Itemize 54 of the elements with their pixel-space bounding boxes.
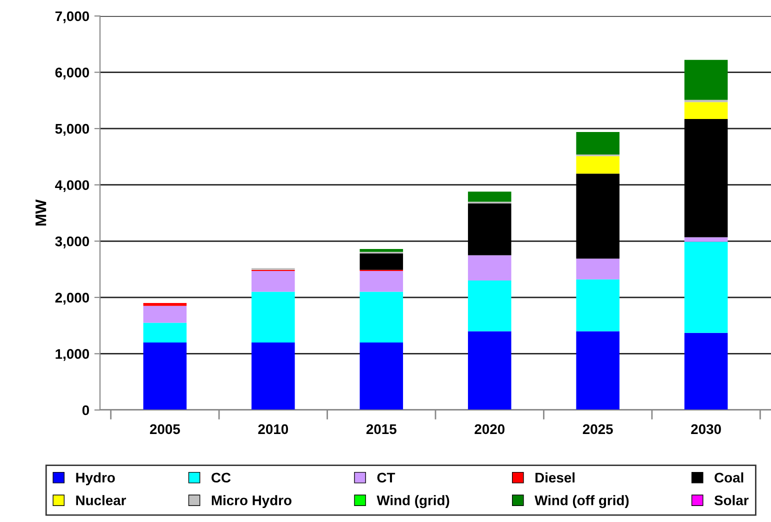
bar (252, 270, 295, 292)
bar (576, 331, 620, 410)
bar (468, 203, 512, 256)
y-tick-label: 2,000 (55, 292, 90, 305)
bar (468, 331, 512, 410)
bar (360, 292, 404, 342)
bar (684, 60, 728, 100)
x-tick-label: 2010 (258, 424, 288, 434)
legend-label: Diesel (536, 472, 575, 483)
bar (143, 342, 187, 410)
bar (468, 280, 512, 332)
legend-label: Wind (grid) (376, 495, 450, 508)
y-tick-label: 7,000 (55, 11, 90, 24)
legend-label: Solar (714, 495, 749, 506)
bar (143, 306, 187, 323)
x-tick-label: 2020 (474, 424, 504, 434)
y-tick-label: 3,000 (55, 236, 90, 248)
bar (576, 279, 620, 332)
bar (143, 303, 187, 306)
legend-label: Coal (714, 472, 744, 483)
bar (576, 258, 620, 280)
y-tick-label: 0 (82, 405, 90, 416)
y-tick-label: 5,000 (55, 124, 90, 136)
bar (360, 249, 404, 252)
bar (576, 174, 620, 259)
bar (684, 237, 728, 242)
bar (684, 242, 728, 333)
bar (360, 254, 404, 270)
bar (360, 342, 404, 410)
bar (143, 322, 187, 342)
bar (360, 270, 404, 292)
bar (684, 119, 728, 238)
x-tick-label: 2005 (150, 424, 180, 434)
y-axis-title: MW (36, 199, 46, 226)
x-tick-label: 2015 (366, 424, 396, 434)
bar (252, 342, 295, 410)
x-tick-label: 2030 (691, 424, 721, 434)
bar (684, 102, 728, 120)
legend-label: CC (212, 472, 231, 483)
y-tick-label: 1,000 (56, 349, 90, 361)
legend-label: Wind (off grid) (534, 495, 629, 508)
legend-label: Nuclear (76, 495, 126, 506)
bar (468, 192, 512, 202)
bar (252, 292, 295, 342)
legend-label: CT (377, 472, 396, 483)
legend-label: Hydro (76, 472, 115, 486)
bar (576, 156, 620, 174)
y-tick-label: 4,000 (55, 180, 90, 192)
bar (468, 255, 512, 281)
x-tick-label: 2025 (582, 424, 613, 434)
legend-label: Micro Hydro (212, 495, 292, 508)
bar (684, 332, 728, 410)
bar (576, 132, 620, 154)
y-tick-label: 6,000 (55, 68, 90, 80)
